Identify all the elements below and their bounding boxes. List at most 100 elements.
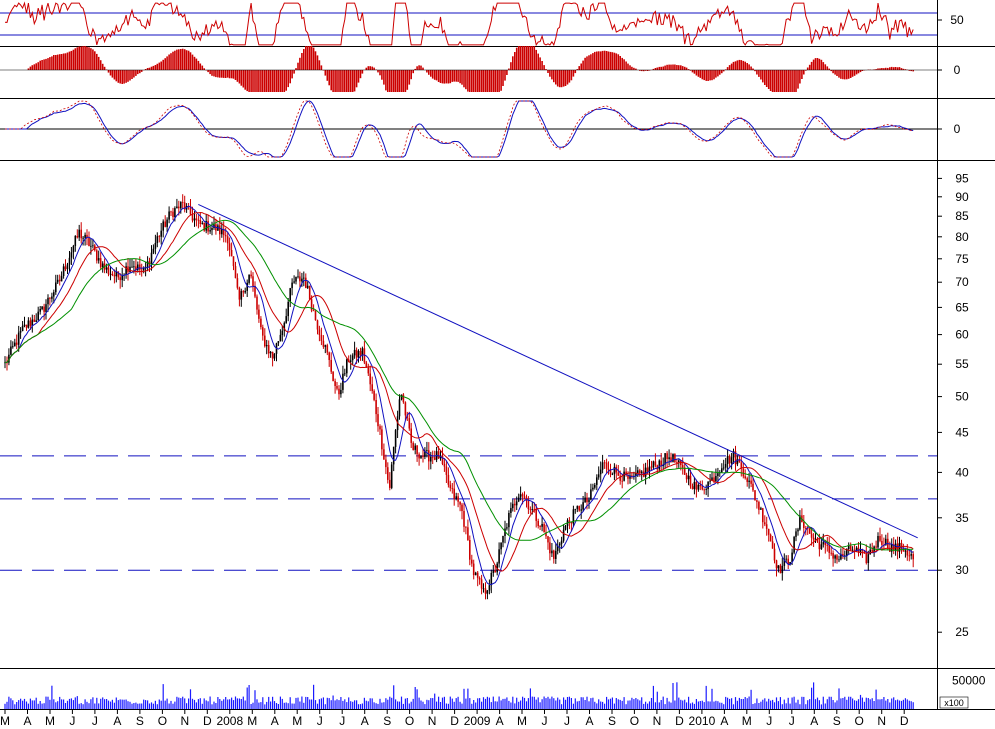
price-bar-body: [814, 538, 817, 540]
price-bar-body: [830, 552, 832, 554]
price-bar-body: [760, 508, 762, 510]
x-tick-label: 2008: [216, 714, 243, 728]
price-bar-body: [211, 228, 213, 231]
price-bar-body: [318, 329, 321, 335]
price-bar-body: [816, 538, 819, 542]
price-bar-body: [599, 469, 602, 475]
price-bar-body: [640, 471, 643, 473]
price-bar-body: [289, 288, 291, 302]
price-bar-body: [621, 480, 623, 482]
price-bar-body: [256, 296, 258, 310]
price-bar-body: [650, 466, 653, 468]
price-bar-body: [623, 471, 625, 481]
price-bar-body: [875, 546, 877, 548]
price-bar-body: [373, 390, 375, 400]
oscillator-panel-3: [0, 100, 937, 158]
price-bar-body: [732, 451, 735, 458]
price-bar-body: [322, 340, 325, 347]
price-bar-body: [484, 588, 487, 594]
x-tick-label: A: [113, 714, 121, 728]
price-bar-body: [646, 467, 649, 472]
x-tick-label: A: [720, 714, 728, 728]
price-bar-body: [607, 468, 610, 471]
x-tick-label: S: [833, 714, 841, 728]
x-tick-label: S: [608, 714, 616, 728]
moving-averages: [5, 205, 914, 585]
price-bar-body: [269, 351, 272, 354]
price-bar-body: [451, 488, 454, 489]
price-bar-body: [707, 481, 709, 490]
price-bar-body: [668, 457, 670, 459]
price-bar-body: [426, 450, 428, 451]
x-tick-label: A: [361, 714, 369, 728]
price-bar-body: [476, 572, 479, 578]
price-bar-body: [183, 202, 186, 210]
price-bar-body: [404, 402, 407, 416]
price-bar-body: [324, 345, 327, 347]
price-bar-body: [406, 415, 409, 418]
price-bar-body: [418, 454, 420, 459]
price-bar-body: [66, 264, 69, 270]
price-bar-body: [387, 467, 389, 480]
price-bar-body: [267, 345, 270, 354]
x-tick-label: N: [428, 714, 437, 728]
price-bar-body: [191, 214, 194, 221]
price-bar-body: [330, 360, 332, 372]
price-bar-body: [60, 276, 63, 282]
price-bar-body: [637, 470, 639, 474]
price-bar-body: [316, 320, 319, 330]
price-bar-body: [578, 506, 580, 511]
price-bar-body: [547, 536, 549, 543]
price-bar-body: [228, 243, 231, 250]
price-bar-body: [279, 334, 282, 342]
price-bar-body: [683, 467, 686, 475]
price-bar-body: [224, 235, 227, 237]
price-tick-label: 45: [955, 425, 969, 439]
price-bar-body: [699, 485, 702, 487]
price-bar-body: [41, 306, 43, 309]
price-bar-body: [789, 562, 791, 565]
price-bar-body: [861, 549, 864, 551]
price-bar-body: [240, 291, 243, 300]
price-bar-body: [441, 455, 444, 464]
price-bar-body: [840, 553, 842, 560]
price-bar-body: [431, 456, 434, 458]
price-tick-label: 35: [955, 511, 969, 525]
price-tick-label: 40: [955, 465, 969, 479]
price-bar-body: [764, 522, 766, 525]
price-bar-body: [260, 318, 262, 328]
price-bar-body: [471, 559, 473, 564]
price-bar-body: [394, 430, 397, 447]
price-bar-body: [904, 550, 907, 552]
price-bar-body: [117, 271, 120, 278]
price-bar-body: [459, 501, 461, 505]
price-bar-body: [691, 486, 694, 490]
volume-multiplier-box: [939, 696, 969, 709]
price-bar-body: [609, 470, 612, 475]
x-tick-label: M: [517, 714, 527, 728]
price-bar-body: [390, 464, 393, 488]
price-tick-label: 50: [955, 390, 969, 404]
price-bar-body: [705, 489, 707, 490]
price-bar-body: [105, 267, 108, 270]
x-tick-label: A: [23, 714, 31, 728]
x-tick-label: S: [383, 714, 391, 728]
oscillator-panel-1: [0, 1, 937, 47]
price-bar-body: [437, 451, 440, 459]
price-bar-body: [758, 501, 760, 510]
price-bar-body: [697, 485, 700, 490]
price-bar-body: [242, 291, 245, 293]
x-tick-label: M: [45, 714, 55, 728]
price-bar-body: [56, 279, 59, 283]
price-bar-body: [519, 494, 522, 498]
price-bar-body: [486, 590, 489, 594]
price-bar-body: [580, 509, 582, 511]
price-bar-body: [775, 560, 778, 569]
price-bar-body: [750, 480, 752, 484]
x-tick-label: A: [810, 714, 818, 728]
price-bar-body: [560, 540, 563, 544]
price-bar-body: [234, 266, 237, 279]
price-bar-body: [287, 301, 289, 317]
price-bar-body: [629, 475, 631, 479]
price-bar-body: [738, 459, 741, 463]
